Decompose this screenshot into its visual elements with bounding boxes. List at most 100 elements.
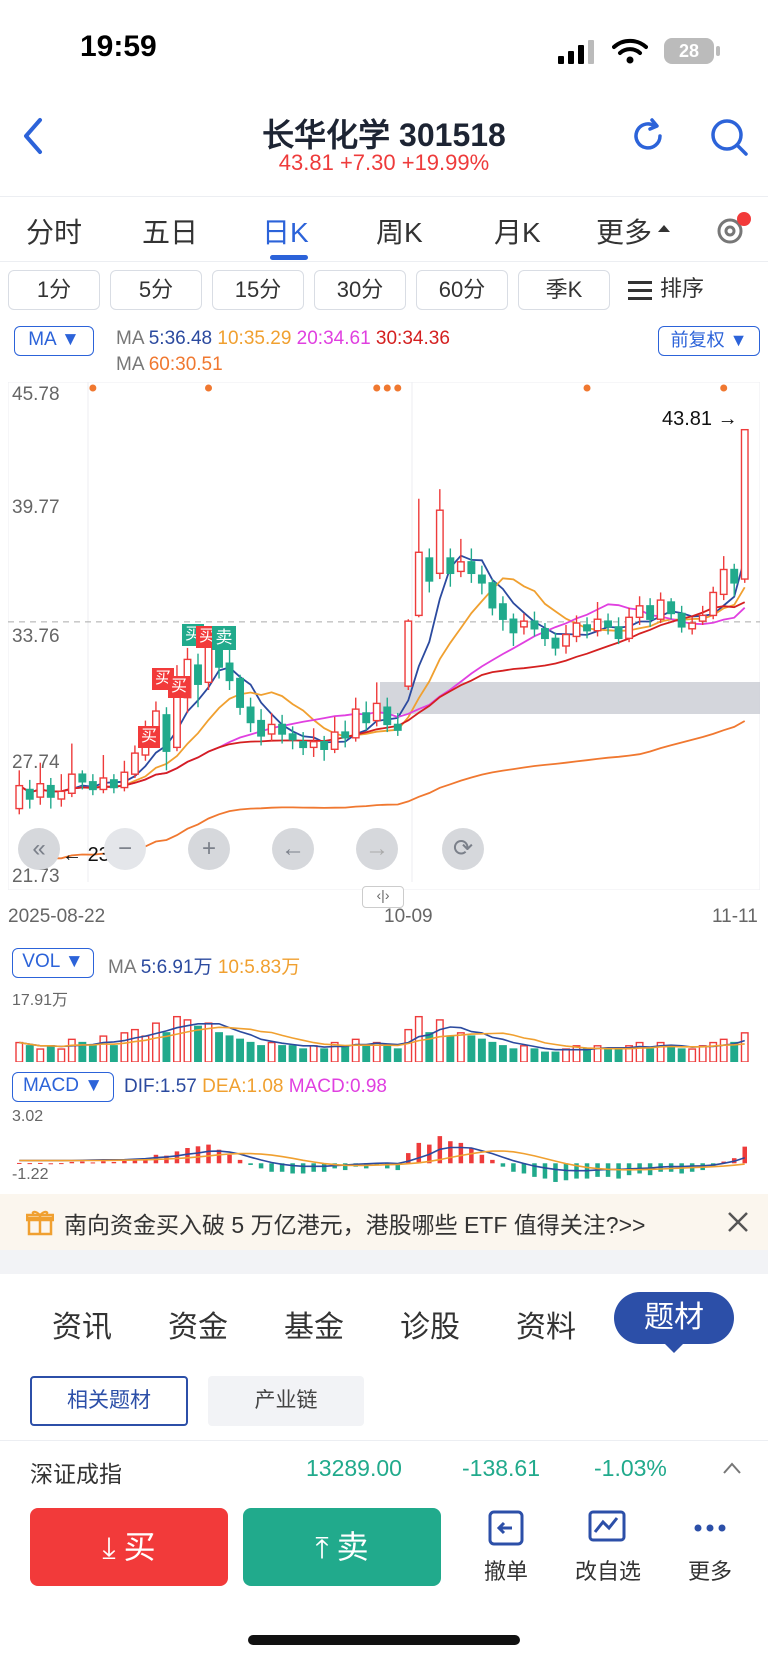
chevron-up-icon[interactable] — [722, 1461, 742, 1475]
candle-body — [414, 551, 423, 617]
macd-bar — [542, 1163, 548, 1179]
vol-ma5: 5:6.91万 — [140, 957, 213, 978]
news-banner[interactable]: 南向资金买入破 5 万亿港元，港股哪些 ETF 值得关注?>> — [0, 1194, 768, 1250]
ma5-value: 5:36.48 — [148, 328, 213, 349]
search-icon[interactable] — [708, 116, 752, 158]
interval-15min[interactable]: 15分 — [212, 270, 304, 310]
volume-bar — [677, 1048, 686, 1062]
ma10-value: 10:35.29 — [217, 328, 292, 349]
interval-5min[interactable]: 5分 — [110, 270, 202, 310]
more-button[interactable]: 更多 — [670, 1508, 750, 1586]
candle-body — [109, 779, 118, 789]
sell-button[interactable]: ⤒ 卖 — [243, 1508, 441, 1586]
tab-more[interactable]: 更多 — [596, 217, 653, 248]
sort-button[interactable]: 排序 — [620, 270, 760, 310]
subtab-industry-chain[interactable]: 产业链 — [208, 1376, 364, 1426]
edit-watchlist-button[interactable]: 改自选 — [568, 1508, 648, 1586]
drag-handle[interactable]: ‹|› — [362, 886, 404, 908]
tab-fund[interactable]: 基金 — [284, 1311, 344, 1344]
index-row[interactable]: 深证成指 13289.00 -138.61 -1.03% — [0, 1440, 768, 1498]
scroll-left-button[interactable]: ← — [272, 828, 314, 870]
back-icon[interactable] — [20, 116, 46, 156]
vol-selector[interactable]: VOL ▼ — [12, 948, 94, 978]
adjust-selector[interactable]: 前复权 ▼ — [658, 326, 760, 356]
candle-body — [446, 557, 455, 575]
tab-weekly-k[interactable]: 周K — [376, 217, 423, 248]
tab-five-day[interactable]: 五日 — [142, 217, 199, 248]
volume-bar — [509, 1048, 518, 1062]
tab-themes[interactable]: 题材 — [614, 1292, 734, 1344]
tab-profile[interactable]: 资料 — [516, 1311, 576, 1344]
tab-capital[interactable]: 资金 — [168, 1311, 228, 1344]
macd-bar — [521, 1163, 527, 1174]
scroll-right-button[interactable]: → — [356, 828, 398, 870]
close-icon[interactable] — [726, 1210, 750, 1234]
sort-label: 排序 — [660, 276, 705, 301]
candle-body — [162, 714, 171, 752]
zoom-in-button[interactable]: + — [188, 828, 230, 870]
tab-news[interactable]: 资讯 — [52, 1311, 112, 1344]
macd-legend: DIF:1.57 DEA:1.08 MACD:0.98 — [124, 1076, 387, 1098]
macd-bar — [143, 1158, 148, 1164]
candle-body — [425, 557, 434, 582]
volume-bar — [551, 1051, 560, 1062]
candle-body — [288, 733, 297, 741]
settings-icon[interactable] — [712, 211, 752, 251]
date-tick: 10-09 — [384, 906, 433, 927]
buy-marker[interactable]: 买 — [138, 726, 160, 748]
subtab-related-themes[interactable]: 相关题材 — [30, 1376, 188, 1426]
last-price: 43.81 — [662, 408, 713, 430]
ma30-value: 30:34.36 — [375, 328, 450, 349]
macd-bar — [206, 1144, 211, 1164]
macd-bar — [395, 1163, 401, 1171]
macd-bar — [16, 1162, 22, 1164]
zoom-out-button[interactable]: − — [104, 828, 146, 870]
kline-chart[interactable] — [8, 382, 760, 890]
interval-1min[interactable]: 1分 — [8, 270, 100, 310]
volume-bar — [425, 1032, 434, 1062]
ma-selector[interactable]: MA ▼ — [14, 326, 94, 356]
ma5-line — [18, 554, 746, 794]
interval-quarter-k[interactable]: 季K — [518, 270, 610, 310]
macd-bar — [668, 1163, 674, 1172]
candle-body — [25, 788, 34, 800]
period-tabs: 分时 五日 日K 周K 月K 更多 — [0, 196, 768, 262]
tab-monthly-k[interactable]: 月K — [494, 217, 541, 248]
tab-intraday[interactable]: 分时 — [26, 217, 83, 248]
volume-bar — [15, 1041, 24, 1062]
candle-body — [467, 561, 476, 575]
macd-dea: DEA:1.08 — [202, 1076, 284, 1097]
volume-bar — [667, 1045, 676, 1062]
cancel-order-button[interactable]: 撤单 — [466, 1508, 546, 1586]
interval-30min[interactable]: 30分 — [314, 270, 406, 310]
candle-body — [383, 706, 392, 726]
macd-bar — [248, 1163, 253, 1165]
tab-daily-k[interactable]: 日K — [262, 217, 309, 248]
refresh-icon[interactable] — [628, 116, 668, 156]
volume-bar — [477, 1038, 486, 1062]
macd-bar — [511, 1163, 516, 1172]
buy-arrow-icon: ⤓ — [102, 1532, 116, 1565]
volume-bar — [446, 1035, 455, 1062]
buy-button[interactable]: ⤓ 买 — [30, 1508, 228, 1586]
volume-bar — [99, 1035, 108, 1062]
macd-bar — [69, 1161, 75, 1164]
interval-60min[interactable]: 60分 — [416, 270, 508, 310]
candle-body — [236, 677, 245, 708]
scroll-left-fast-button[interactable]: « — [18, 828, 60, 870]
candle-body — [498, 603, 507, 620]
candle-body — [709, 591, 718, 617]
price-tick: 21.73 — [12, 866, 60, 887]
rotate-screen-button[interactable]: ⟳ — [442, 828, 484, 870]
macd-selector[interactable]: MACD ▼ — [12, 1072, 114, 1102]
buy-marker[interactable]: 买 — [168, 676, 190, 698]
tab-diagnosis[interactable]: 诊股 — [400, 1311, 460, 1344]
macd-bar — [48, 1163, 54, 1165]
index-change: -138.61 — [462, 1455, 541, 1481]
macd-bar — [38, 1162, 43, 1164]
sell-marker[interactable]: 卖 — [212, 626, 236, 650]
macd-bar — [448, 1141, 453, 1164]
volume-bar — [414, 1015, 423, 1062]
event-dot — [394, 384, 402, 392]
candle-body — [46, 784, 55, 798]
